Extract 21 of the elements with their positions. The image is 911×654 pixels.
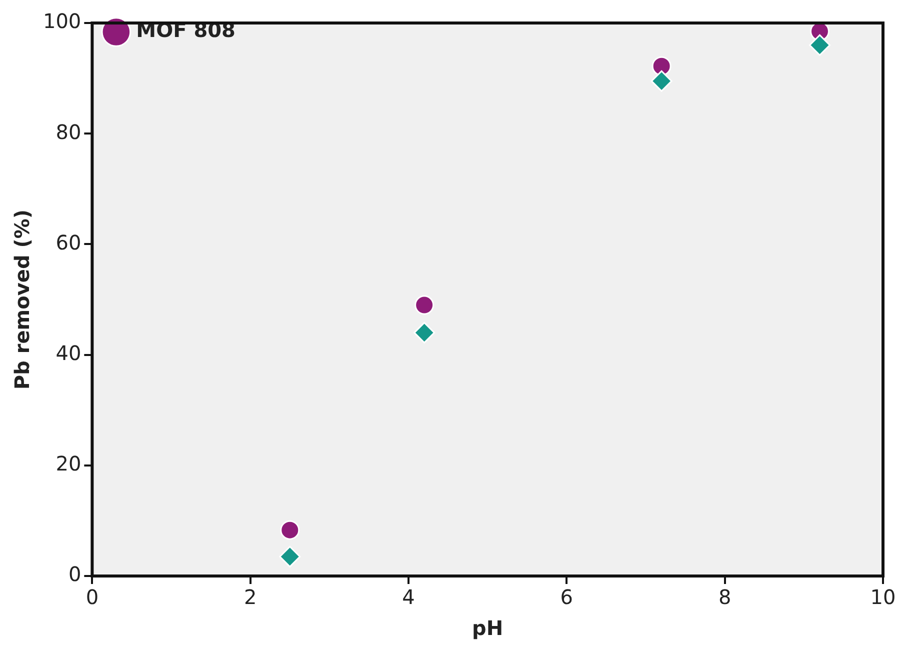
x-tick-label: 6 (560, 585, 574, 610)
point (652, 56, 672, 76)
x-tick-label: 8 (718, 585, 732, 610)
y-tick-label: 100 (42, 9, 82, 34)
x-tick-label: 10 (870, 585, 896, 610)
x-tick-label: 0 (86, 585, 99, 610)
point (414, 322, 436, 344)
y-axis-title: Pb removed (%) (10, 209, 34, 390)
y-tick-label: 40 (56, 341, 82, 366)
point (414, 295, 434, 315)
point (808, 34, 830, 56)
point (279, 546, 301, 568)
x-tick-label: 2 (244, 585, 257, 610)
x-tick-label: 4 (402, 585, 415, 610)
y-tick-label: 0 (68, 562, 82, 586)
point (650, 70, 672, 92)
point (280, 520, 300, 540)
y-tick-label: 60 (56, 230, 82, 254)
x-axis-title: pH (472, 616, 504, 640)
y-tick-label: 20 (56, 452, 82, 476)
y-tick-label: 80 (56, 120, 82, 144)
